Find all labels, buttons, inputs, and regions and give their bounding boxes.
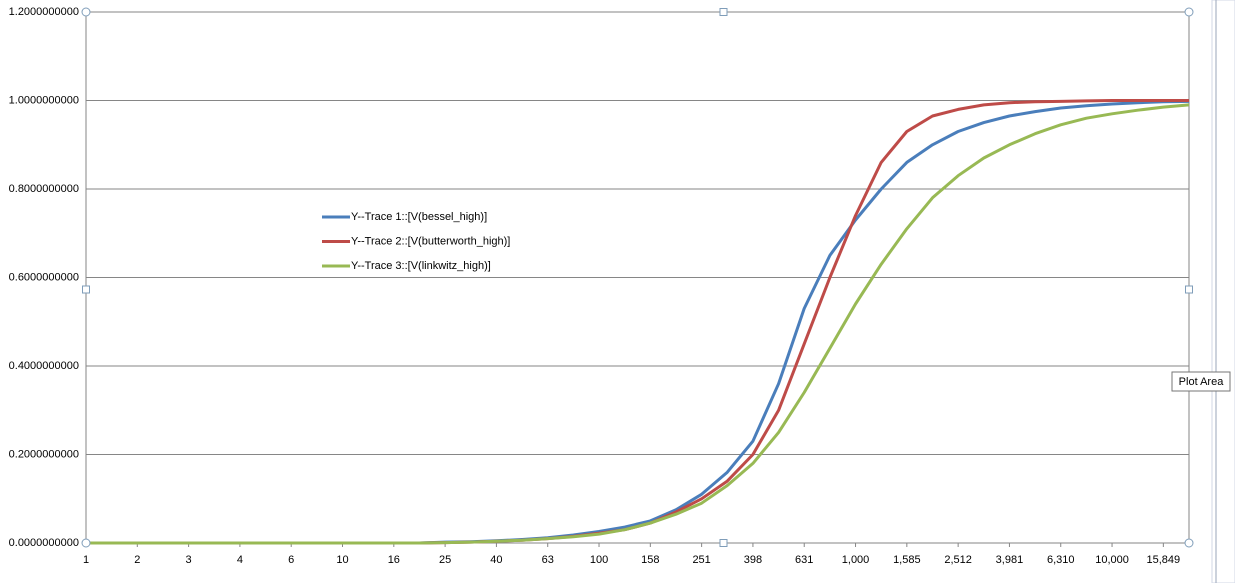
x-tick-label: 10 [336,554,348,566]
selection-handle [1184,7,1194,17]
y-tick-label: 0.0000000000 [9,537,79,549]
sheet-column [1211,0,1235,583]
x-tick-label: 631 [795,554,813,566]
x-tick-label: 251 [692,554,710,566]
legend-label: Y--Trace 1::[V(bessel_high)] [351,211,487,223]
y-tick-label: 0.6000000000 [9,271,79,283]
tooltip: Plot Area [1171,371,1231,392]
x-tick-label: 25 [439,554,451,566]
x-tick-label: 1 [83,554,89,566]
selection-handle [81,538,91,548]
tooltip-box [1171,371,1231,392]
legend-label: Y--Trace 3::[V(linkwitz_high)] [351,260,491,272]
plot-area[interactable]: 0.0000000000 0.2000000000 0.4000000000 0.60… [9,6,1194,566]
x-tick-label: 4 [237,554,243,566]
selection-handle [719,8,728,16]
x-tick-label: 3,981 [996,554,1024,566]
x-tick-label: 15,849 [1147,554,1181,566]
x-tick-label: 1,000 [842,554,870,566]
selection-handle [81,7,91,17]
y-tick-label: 1.0000000000 [9,94,79,106]
x-tick-label: 40 [490,554,502,566]
x-tick-label: 6,310 [1047,554,1075,566]
x-tick-label: 1,585 [893,554,921,566]
selection-handle [1185,285,1193,294]
x-tick-label: 158 [641,554,659,566]
x-tick-label: 63 [542,554,554,566]
x-tick-label: 10,000 [1095,554,1129,566]
selection-handle [719,539,728,547]
y-tick-label: 0.8000000000 [9,183,79,195]
x-tick-label: 16 [388,554,400,566]
sheet-strip [1211,0,1235,583]
y-tick-label: 1.2000000000 [9,6,79,18]
series-line [86,103,1190,545]
y-tick-label: 0.4000000000 [9,360,79,372]
y-tick-label: 0.2000000000 [9,448,79,460]
x-tick-label: 2 [134,554,140,566]
x-tick-label: 3 [186,554,192,566]
x-tick-label: 6 [288,554,294,566]
legend-label: Y--Trace 2::[V(butterworth_high)] [351,235,510,247]
tooltip-text: Plot Area [1179,376,1225,388]
x-tick-label: 398 [744,554,762,566]
x-tick-label: 100 [590,554,608,566]
selection-handle [82,285,90,294]
selection-handle [1184,538,1194,548]
x-tick-label: 2,512 [944,554,972,566]
